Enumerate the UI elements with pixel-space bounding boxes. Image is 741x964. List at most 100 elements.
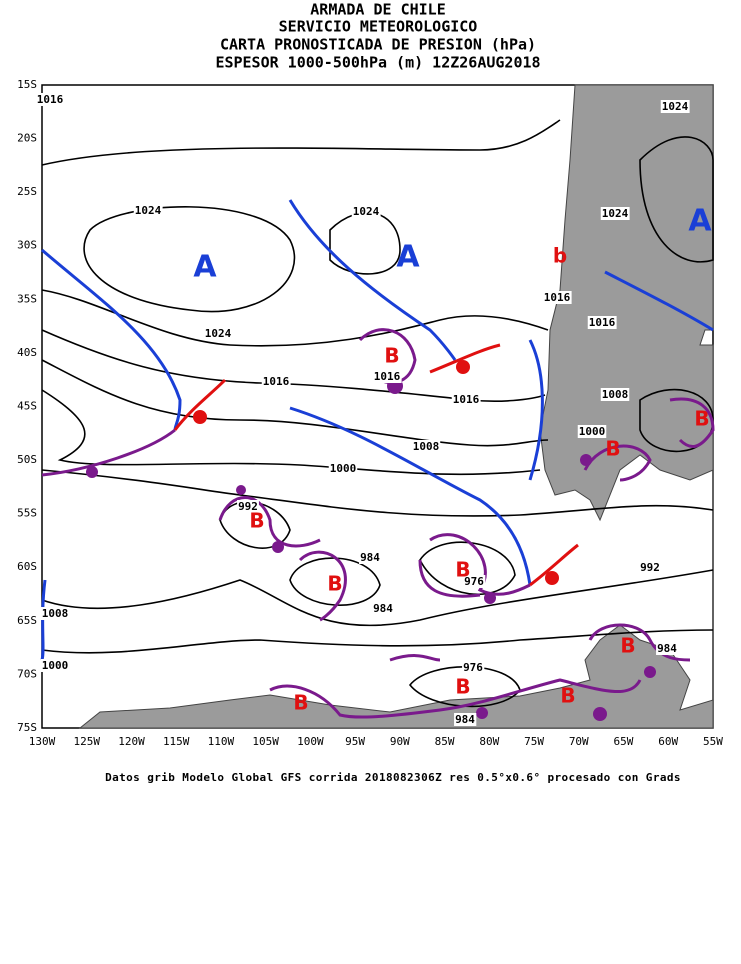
latitude-label: 20S — [17, 132, 37, 145]
longitude-label: 80W — [479, 735, 499, 748]
isobar-label: 1024 — [205, 327, 232, 340]
isobar-label: 1016 — [453, 393, 480, 406]
isobar-label-bg — [463, 575, 486, 588]
low-pressure-label: B — [694, 407, 709, 431]
isobar-label-bg — [600, 207, 630, 220]
longitude-label: 130W — [29, 735, 56, 748]
longitude-label: 55W — [703, 735, 723, 748]
high-pressure-label: A — [688, 204, 712, 239]
isobar-label: 1024 — [602, 207, 629, 220]
isobar-label-bg — [203, 327, 233, 340]
latitude-label: 45S — [17, 399, 37, 412]
isobar-label-bg — [577, 425, 607, 438]
longitude-label: 105W — [252, 735, 279, 748]
low-pressure-label: B — [455, 558, 470, 582]
warm-fronts — [173, 343, 579, 587]
isobar-label-bg — [451, 393, 481, 406]
isobar-label-bg — [411, 440, 441, 453]
latitude-label: 55S — [17, 507, 37, 520]
isobar-label-bg — [237, 500, 259, 513]
low-pressure-label: B — [455, 675, 470, 699]
isobar-label: 1016 — [589, 316, 616, 329]
longitude-label: 100W — [297, 735, 324, 748]
isobar-label-bg — [328, 462, 358, 475]
isobar-label: 992 — [640, 561, 660, 574]
south-america-land — [539, 84, 714, 728]
title-line: SERVICIO METEOROLOGICO — [279, 18, 478, 36]
isobar-label: 1008 — [413, 440, 440, 453]
isobar-label: 1000 — [579, 425, 606, 438]
isobars — [41, 119, 714, 708]
longitude-label: 70W — [569, 735, 589, 748]
isobar-label: 1016 — [263, 375, 290, 388]
isobar-label-bg — [372, 370, 402, 383]
isobar-label: 1016 — [37, 93, 64, 106]
latitude-label: 70S — [17, 667, 37, 680]
isobar-label: 1000 — [42, 659, 69, 672]
isobar-label-bg — [40, 659, 70, 672]
isobar-label-bg — [351, 205, 381, 218]
longitude-label: 85W — [435, 735, 455, 748]
warm-front-markers — [193, 360, 559, 585]
isobar-label: 1008 — [602, 388, 629, 401]
isobar-label: 976 — [464, 575, 484, 588]
longitude-label: 95W — [345, 735, 365, 748]
title-line: CARTA PRONOSTICADA DE PRESION (hPa) — [220, 36, 536, 54]
isobar-label: 1016 — [544, 291, 571, 304]
longitude-label: 75W — [524, 735, 544, 748]
isobar-label-bg — [462, 661, 485, 674]
cold-fronts — [40, 199, 714, 661]
latitude-label: 30S — [17, 239, 37, 252]
isobar-label: 984 — [657, 642, 677, 655]
isobar-label-bg — [656, 642, 679, 655]
latitude-label: 50S — [17, 453, 37, 466]
title-line: ARMADA DE CHILE — [310, 1, 445, 19]
low-pressure-label: B — [620, 634, 635, 658]
isobar-label: 1024 — [353, 205, 380, 218]
low-pressure-label: B — [605, 437, 620, 461]
isobar-label: 984 — [360, 551, 380, 564]
latitude-label: 40S — [17, 346, 37, 359]
isobar-label-bg — [40, 607, 70, 620]
longitude-label: 60W — [658, 735, 678, 748]
isobar-label-bg — [359, 551, 382, 564]
latitude-label: 65S — [17, 614, 37, 627]
longitude-label: 115W — [163, 735, 190, 748]
isobar-label-bg — [261, 375, 291, 388]
longitude-label: 110W — [208, 735, 235, 748]
isobar-label-bg — [660, 100, 690, 113]
low-pressure-label: B — [293, 691, 308, 715]
isobar-label-bg — [133, 204, 163, 217]
high-pressure-label: A — [193, 250, 217, 285]
longitude-label: 120W — [118, 735, 145, 748]
latitude-label: 75S — [17, 721, 37, 734]
isobar-label-bg — [35, 93, 65, 106]
occluded-fronts — [41, 328, 715, 719]
isobar-label: 1000 — [330, 462, 357, 475]
isobar-label: 1016 — [374, 370, 401, 383]
isobar-label: 992 — [238, 500, 258, 513]
isobar-label: 984 — [373, 602, 393, 615]
latitude-label: 25S — [17, 185, 37, 198]
isobar-label-bg — [639, 561, 661, 574]
low-pressure-label: B — [384, 344, 399, 368]
antarctica-land — [78, 624, 714, 729]
high-pressure-label: A — [396, 240, 420, 275]
low-pressure-label: B — [327, 572, 342, 596]
isobar-label-bg — [542, 291, 572, 304]
low-pressure-label: B — [560, 684, 575, 708]
isobar-label-bg — [372, 602, 395, 615]
longitude-label: 125W — [73, 735, 100, 748]
latitude-label: 15S — [17, 78, 37, 91]
longitude-label: 65W — [614, 735, 634, 748]
isobar-label-bg — [600, 388, 630, 401]
isobar-label: 1024 — [135, 204, 162, 217]
occlusion-markers — [86, 378, 656, 721]
isobar-label: 976 — [463, 661, 483, 674]
isobar-label: 984 — [455, 713, 475, 726]
latitude-label: 35S — [17, 292, 37, 305]
isobar-label-bg — [454, 713, 477, 726]
